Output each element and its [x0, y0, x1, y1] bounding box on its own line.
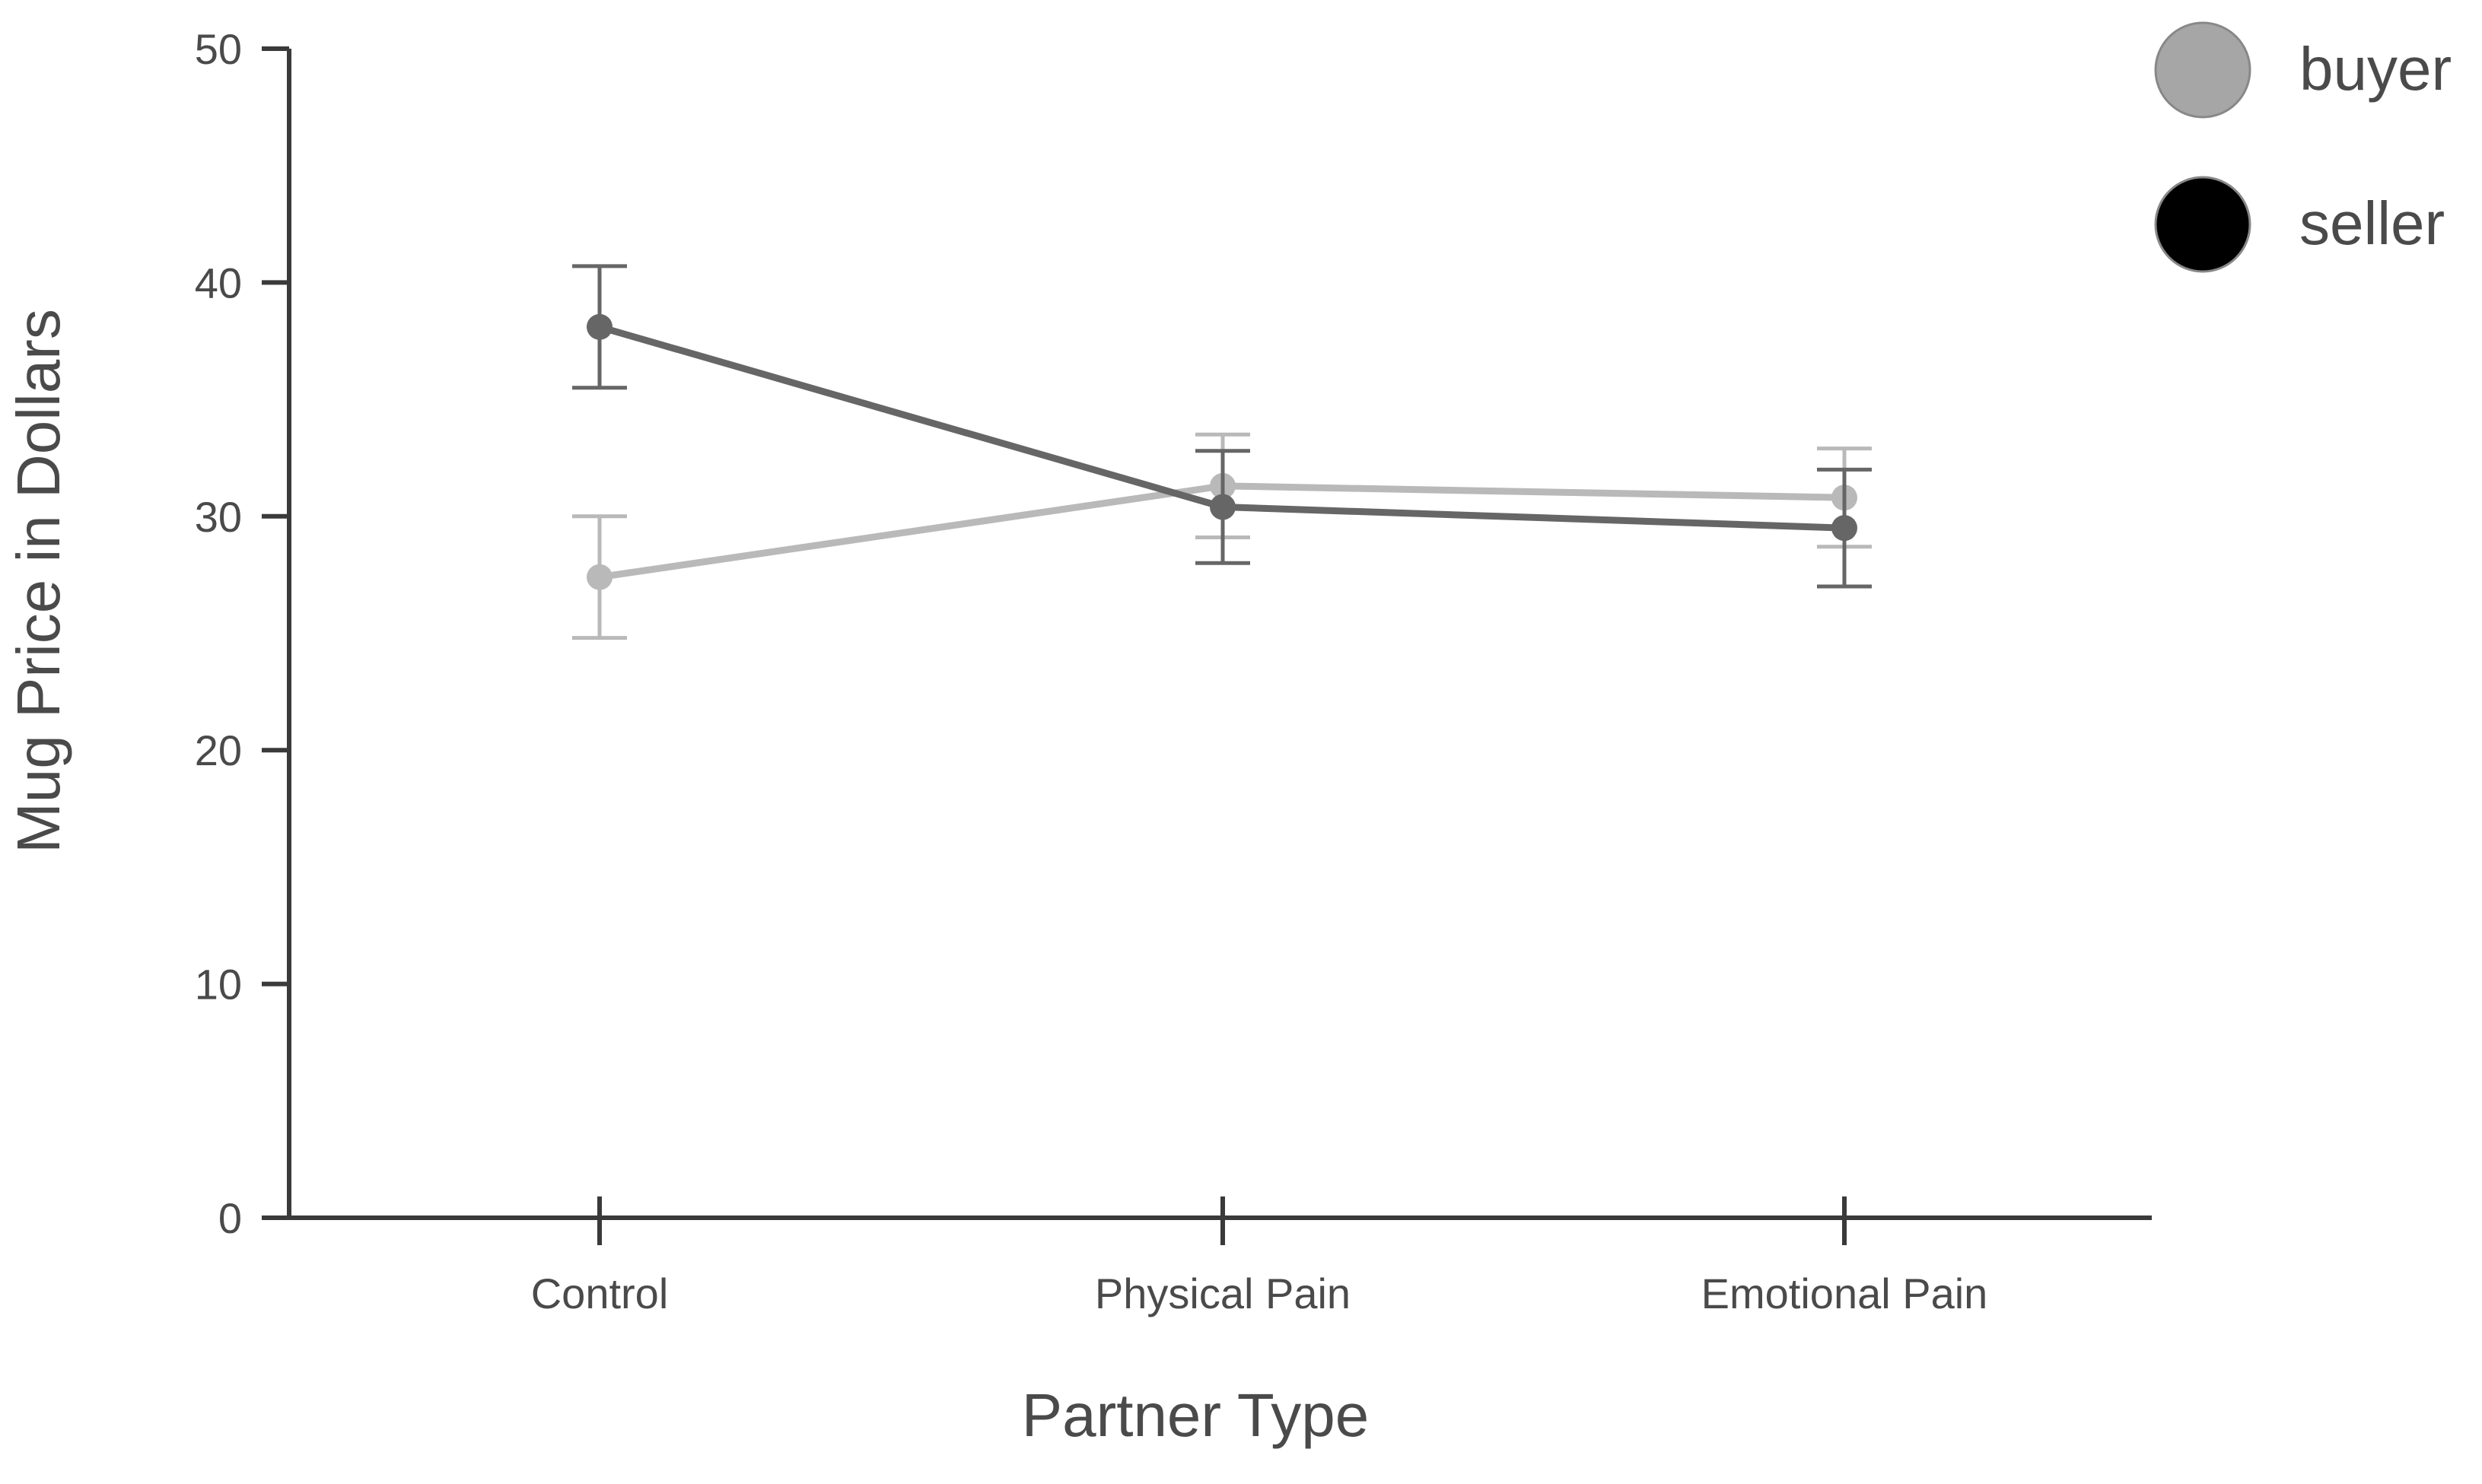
legend-marker [2154, 21, 2251, 119]
legend: buyer seller [2154, 21, 2452, 273]
x-axis-title: Partner Type [1022, 1381, 1370, 1449]
data-point [1210, 494, 1236, 520]
y-axis-title: Mug Price in Dollars [5, 309, 72, 853]
y-tick-label: 50 [195, 25, 242, 73]
series-layer [572, 264, 1872, 640]
x-tick-label: Physical Pain [1095, 1270, 1351, 1317]
data-point [1831, 515, 1857, 542]
y-tick-label: 40 [195, 259, 242, 307]
x-tick-label: Emotional Pain [1701, 1270, 1988, 1317]
x-tick-label: Control [531, 1270, 669, 1317]
y-tick-label: 20 [195, 726, 242, 774]
legend-label: buyer [2299, 35, 2452, 103]
series-seller [572, 264, 1872, 589]
legend-label: seller [2299, 189, 2445, 257]
data-point [587, 313, 613, 340]
y-tick-label: 0 [218, 1194, 242, 1242]
legend-marker [2154, 176, 2251, 273]
y-tick-label: 30 [195, 493, 242, 541]
data-point [587, 564, 613, 590]
axes: 0 10 20 30 40 50 Control Physical Pain Emotional… [195, 25, 2152, 1317]
y-tick-label: 10 [195, 961, 242, 1009]
